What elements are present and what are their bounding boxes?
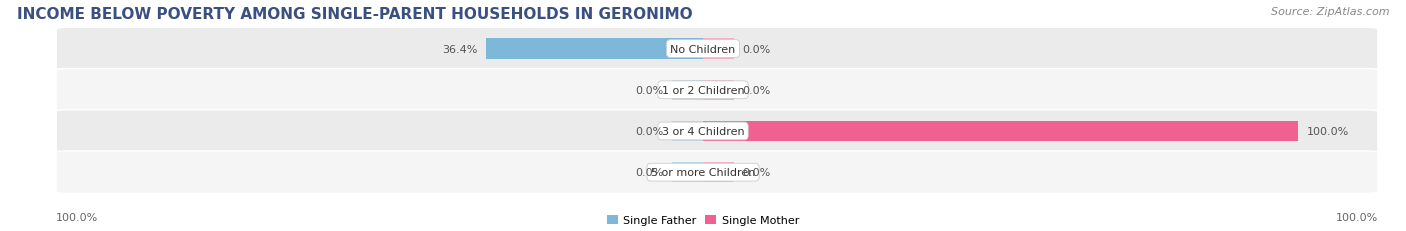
Text: 100.0%: 100.0% — [1306, 126, 1348, 136]
Text: 0.0%: 0.0% — [742, 85, 770, 95]
Text: 100.0%: 100.0% — [1336, 212, 1378, 222]
Text: INCOME BELOW POVERTY AMONG SINGLE-PARENT HOUSEHOLDS IN GERONIMO: INCOME BELOW POVERTY AMONG SINGLE-PARENT… — [17, 7, 693, 22]
Legend: Single Father, Single Mother: Single Father, Single Mother — [606, 215, 800, 225]
Text: Source: ZipAtlas.com: Source: ZipAtlas.com — [1271, 7, 1389, 17]
Text: 3 or 4 Children: 3 or 4 Children — [662, 126, 744, 136]
Text: 0.0%: 0.0% — [742, 44, 770, 54]
Text: 100.0%: 100.0% — [56, 212, 98, 222]
Text: 36.4%: 36.4% — [443, 44, 478, 54]
Text: 1 or 2 Children: 1 or 2 Children — [662, 85, 744, 95]
Text: 0.0%: 0.0% — [742, 167, 770, 177]
Text: 5 or more Children: 5 or more Children — [651, 167, 755, 177]
Text: 0.0%: 0.0% — [636, 126, 664, 136]
Text: 0.0%: 0.0% — [636, 167, 664, 177]
Text: 0.0%: 0.0% — [636, 85, 664, 95]
Text: No Children: No Children — [671, 44, 735, 54]
